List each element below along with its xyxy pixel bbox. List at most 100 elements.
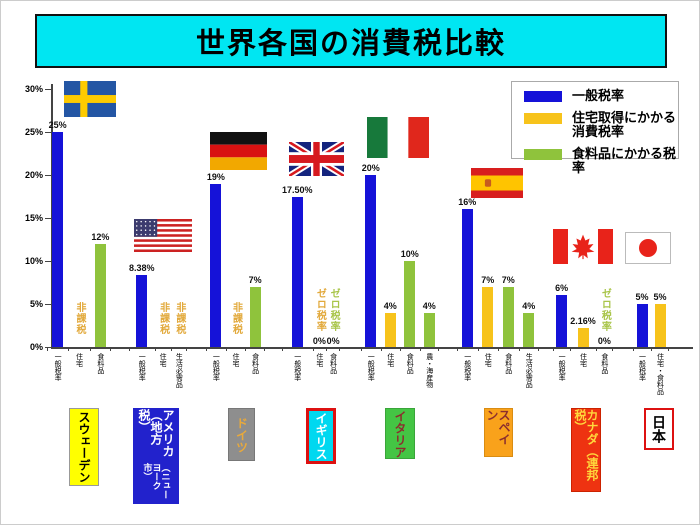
y-axis-tick	[45, 175, 51, 176]
tax-note: ゼロ税率	[314, 288, 326, 332]
bar-column: 5% 一般税率	[633, 89, 651, 381]
country-name: スペイン	[485, 409, 511, 445]
country-label-box: イギリス	[306, 408, 336, 464]
axis-column-label: 住宅	[315, 353, 323, 367]
axis-column-label: 農・海産物	[425, 353, 433, 388]
country-name: アメリカ（地方税）	[137, 409, 175, 457]
y-axis-label: 25%	[24, 127, 43, 137]
country-label-box: ドイツ	[228, 408, 255, 461]
flag-spain-icon	[471, 168, 523, 198]
bar-column: 8.38% 一般税率	[129, 89, 155, 381]
x-axis-tick	[668, 347, 669, 351]
x-axis-tick	[47, 347, 48, 351]
zero-rate-label: 0%	[326, 336, 340, 346]
legend-label-general: 一般税率	[572, 88, 625, 103]
y-axis-label: 30%	[24, 84, 43, 94]
bar-group-6: 16% 一般税率 7% 住宅 7% 食料品 4% 生活必需品	[457, 89, 540, 388]
bar-value-label: 7%	[248, 274, 262, 285]
bar-column: 16% 一般税率	[457, 89, 478, 381]
bar-value-label: 5%	[653, 292, 667, 302]
bar-value-label: 7%	[501, 274, 515, 285]
y-axis-label: 20%	[24, 170, 43, 180]
axis-column-label: 一般税率	[558, 353, 566, 381]
tax-note: 非課税	[157, 302, 169, 335]
country-label-box: 日本	[644, 408, 674, 450]
bar-column: ゼロ税率 0% 食料品	[595, 89, 613, 374]
axis-column-label: 住宅	[579, 353, 587, 367]
axis-column-label: 食料品	[504, 353, 512, 374]
axis-column-label: 一般税率	[638, 353, 646, 381]
flag-uk-icon	[289, 142, 344, 176]
flag-sweden-icon	[64, 81, 116, 117]
bar-value-label: 4%	[422, 300, 436, 311]
bar-column: 6% 一般税率	[553, 89, 570, 381]
bar-column: 7% 食料品	[498, 89, 519, 374]
bar-housing	[482, 286, 494, 347]
axis-column-label: 食料品	[329, 353, 337, 374]
x-axis-tick	[312, 347, 314, 351]
country-name: ドイツ	[234, 416, 249, 453]
zero-rate-label: 0%	[312, 336, 326, 346]
axis-column-label: 生活必需品	[175, 353, 183, 388]
bar-value-label: 25%	[48, 120, 67, 130]
bar-column: 非課税 住宅	[68, 89, 89, 367]
x-axis-tick	[538, 347, 539, 351]
y-axis-tick	[45, 347, 51, 348]
y-axis-label: 0%	[29, 342, 43, 352]
bar-column: 10% 食料品	[400, 89, 420, 374]
tax-note: ゼロ税率	[599, 288, 611, 332]
country-name: イギリス	[314, 412, 328, 460]
bar-group-1: 25% 一般税率 非課税 住宅 12% 食料品	[47, 89, 111, 381]
x-axis-tick	[438, 347, 439, 351]
x-axis-tick	[518, 347, 520, 351]
x-axis-tick	[553, 347, 554, 351]
bar-food	[502, 286, 514, 347]
country-label-box: スウェーデン	[69, 408, 99, 486]
y-axis-label: 10%	[24, 256, 43, 266]
y-axis-tick	[45, 218, 51, 219]
flag-japan-icon	[625, 232, 671, 264]
bar-general	[210, 183, 222, 347]
x-axis-tick	[206, 347, 207, 351]
x-axis-tick	[186, 347, 187, 351]
bar-group-5: 20% 一般税率 4% 住宅 10% 食料品 4% 農・海産物	[361, 89, 439, 388]
y-axis-tick	[45, 261, 51, 262]
x-axis-tick	[282, 347, 283, 351]
x-axis-tick	[110, 347, 111, 351]
bar-group-7: 6% 一般税率 2.16% 住宅 ゼロ税率 0% 食料品	[553, 89, 613, 381]
y-axis-label: 15%	[24, 213, 43, 223]
bar-value-label: 6%	[555, 283, 569, 294]
bar-group-2: 8.38% 一般税率 非課税 住宅 非課税 生活必需品	[129, 89, 187, 388]
legend-label-housing: 住宅取得にかかる消費税率	[572, 109, 677, 140]
legend-label-food: 食料品にかかる税率	[572, 145, 677, 176]
zero-rate-label: 0%	[597, 336, 611, 346]
bar-general	[365, 175, 377, 347]
legend-item-general: 一般税率	[524, 88, 678, 104]
axis-column-label: 住宅	[386, 353, 394, 367]
bar-general	[291, 196, 303, 347]
bar-value-label: 4%	[383, 300, 397, 311]
bar-general	[636, 304, 648, 347]
bar-column: 非課税 生活必需品	[170, 89, 187, 388]
country-name-sub: （ニューヨーク市）	[142, 462, 171, 499]
axis-column-label: 一般税率	[54, 353, 62, 381]
axis-column-label: 生活必需品	[525, 353, 533, 388]
legend-swatch-general	[524, 91, 562, 102]
bar-column: 4% 住宅	[380, 89, 401, 367]
bar-column: ゼロ税率 0% 住宅	[312, 89, 327, 367]
bar-value-label: 12%	[91, 231, 110, 242]
bar-column: 12% 食料品	[89, 89, 111, 374]
country-label-box: イタリア	[385, 408, 415, 459]
bar-column: 4% 生活必需品	[518, 89, 540, 388]
bar-value-label: 10%	[400, 249, 419, 259]
bar-column: 17.50% 一般税率	[282, 89, 313, 381]
bar-general	[461, 209, 473, 347]
bar-value-label: 2.16%	[570, 316, 596, 327]
tax-note: 非課税	[173, 302, 185, 335]
bar-food	[249, 286, 261, 347]
legend-item-food: 食料品にかかる税率	[524, 145, 678, 176]
bar-column: 2.16% 住宅	[570, 89, 596, 367]
country-name: スウェーデン	[77, 411, 91, 483]
axis-column-label: 住宅・食料品	[656, 353, 664, 395]
x-axis-tick	[361, 347, 362, 351]
